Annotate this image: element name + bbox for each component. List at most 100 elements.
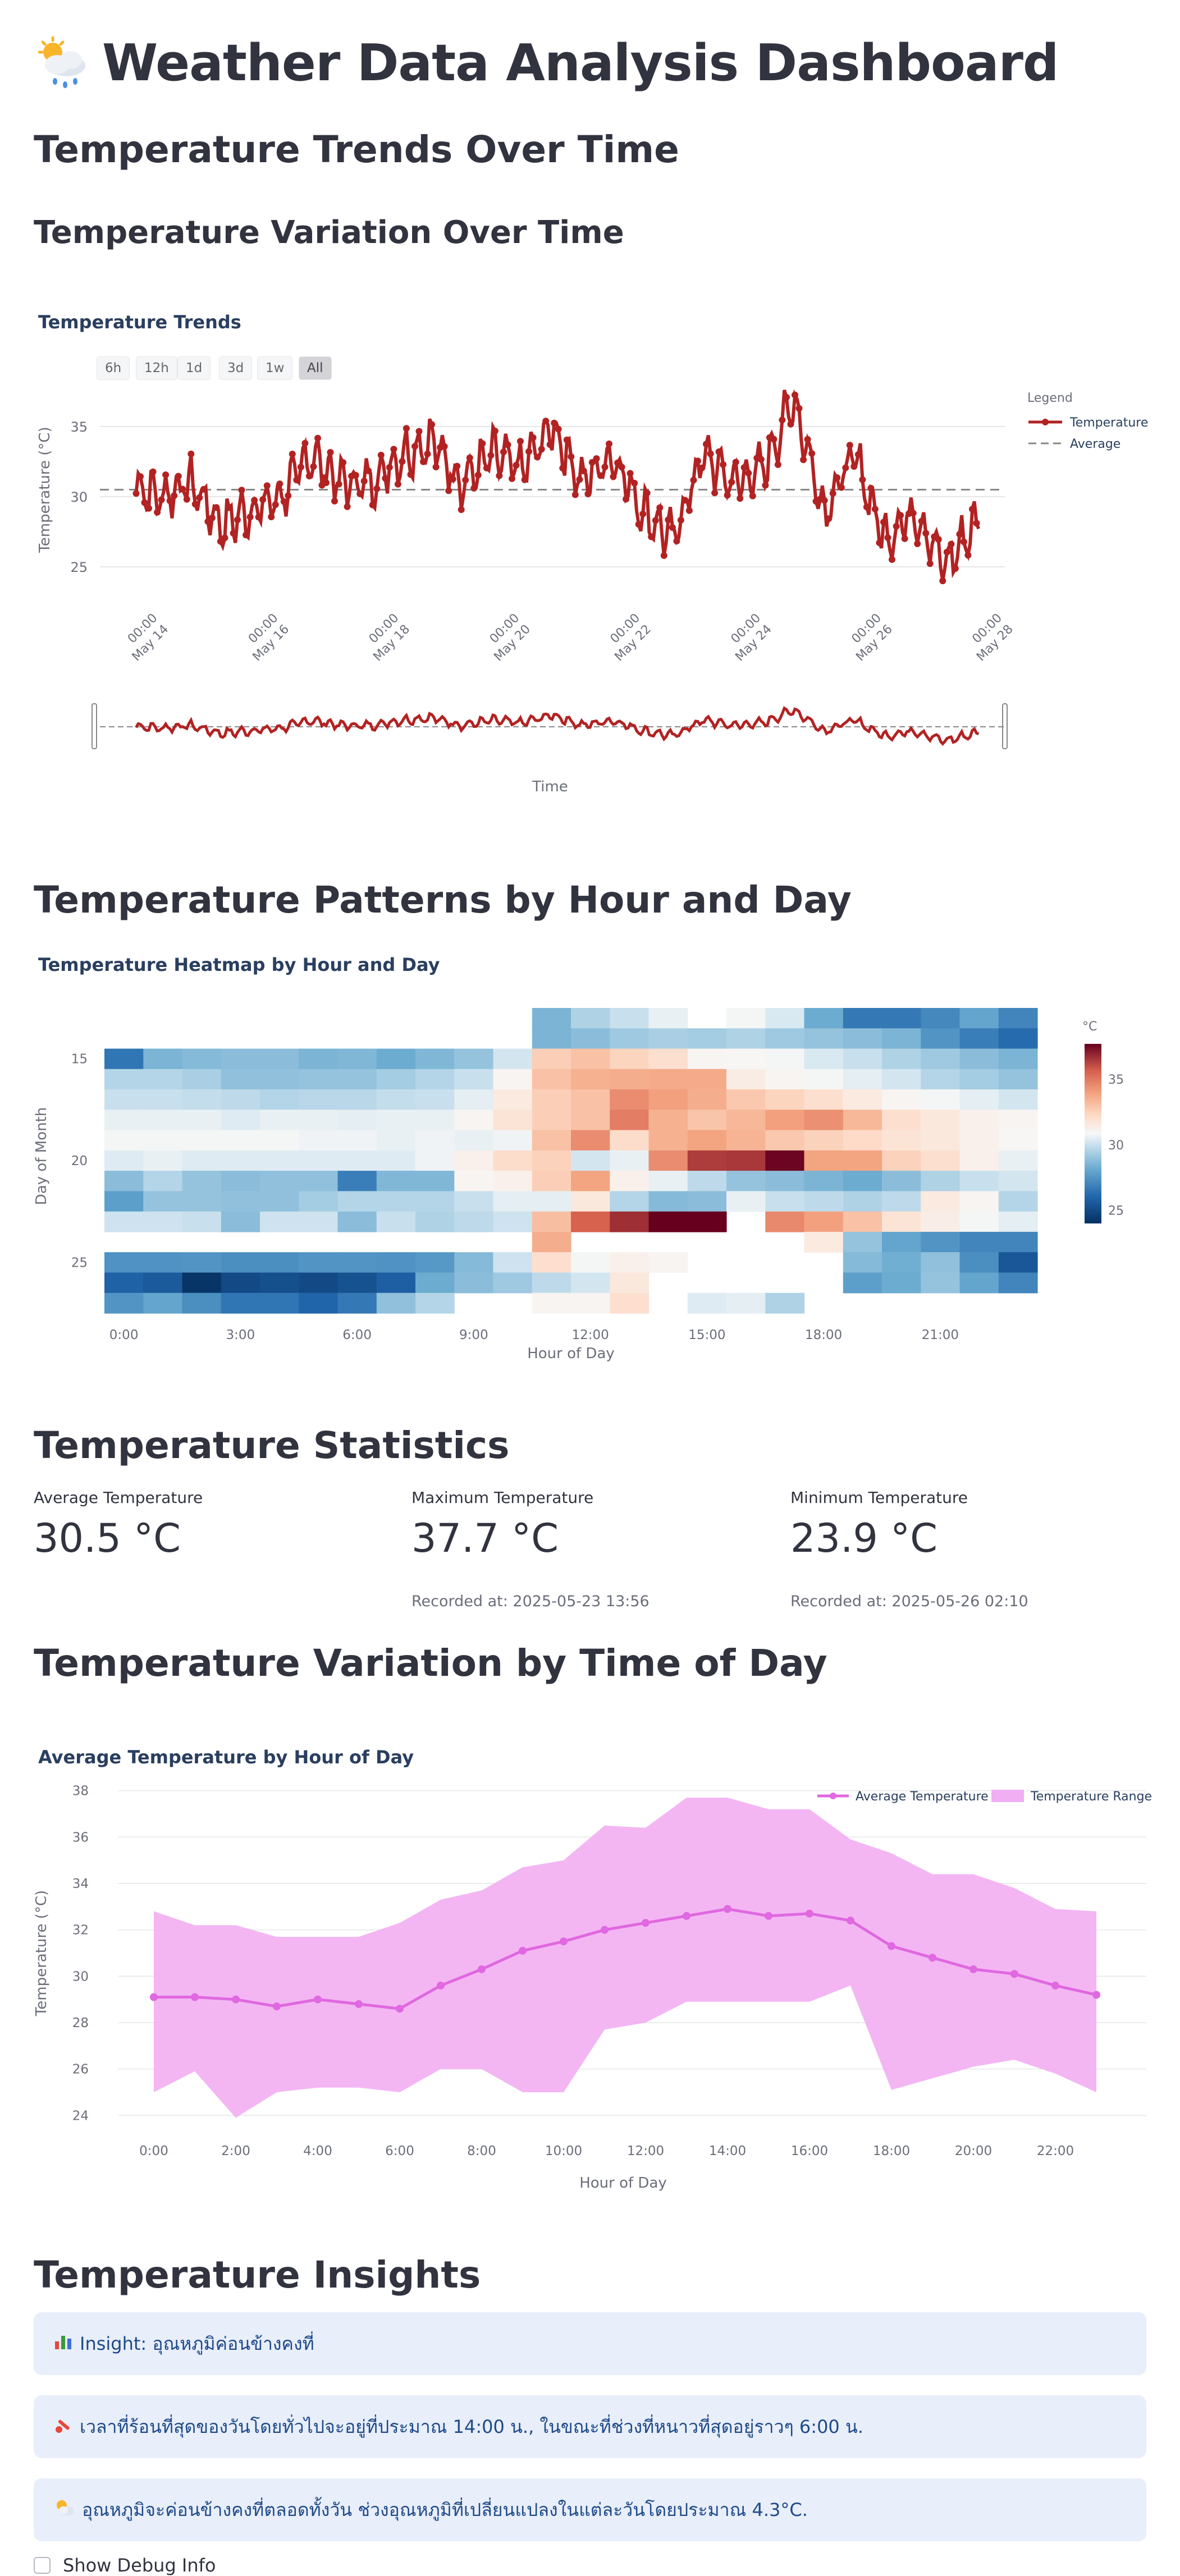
heatmap-cell (143, 1191, 183, 1212)
heatmap-cell (493, 1130, 533, 1151)
heatmap-cell (959, 1008, 999, 1029)
x-tick-label: 2:00 (221, 2144, 250, 2158)
debug-checkbox[interactable] (34, 2557, 51, 2574)
heatmap-cell (726, 1089, 766, 1110)
temperature-point (737, 495, 744, 502)
temperature-point (360, 478, 368, 485)
temperature-point (183, 496, 190, 503)
heatmap-cell (182, 1048, 222, 1070)
insight-text: Insight: อุณหภูมิค่อนข้างคงที่ (80, 2332, 314, 2354)
heatmap-cell (687, 1191, 727, 1212)
x-tick-label: 15:00 (688, 1328, 725, 1342)
temperature-point (132, 490, 140, 497)
debug-toggle[interactable]: Show Debug Info (34, 2555, 216, 2576)
temperature-point (352, 471, 359, 479)
heatmap-cell (415, 1048, 455, 1070)
heatmap-cell (376, 1272, 416, 1294)
heatmap-cell (998, 1252, 1038, 1273)
heatmap-cell (765, 1130, 805, 1151)
heatmap-cell (921, 1008, 961, 1029)
range-button-6h[interactable]: 6h (97, 356, 130, 380)
temperature-point (673, 538, 680, 545)
temperature-point (454, 462, 461, 470)
heatmap-cell (882, 1231, 921, 1253)
heatmap-cell (648, 1130, 688, 1151)
legend-title: Legend (1027, 391, 1073, 405)
heatmap-cell (765, 1048, 805, 1070)
heatmap-cell (610, 1048, 650, 1070)
heatmap-cell (376, 1252, 416, 1273)
heatmap-cell (337, 1130, 377, 1151)
temperature-point (593, 455, 600, 462)
insight-text: เวลาที่ร้อนที่สุดของวันโดยทั่วไปจะอยู่ที… (80, 2415, 863, 2437)
temperature-point (462, 476, 469, 484)
heatmap-cell (687, 1069, 727, 1090)
temperature-point (331, 497, 338, 505)
heatmap-cell (843, 1150, 882, 1171)
temperature-point (525, 448, 533, 455)
temperature-point (483, 465, 490, 471)
metric-minimum-value: 23.9 °C (790, 1515, 937, 1561)
hourly-temperature-chart[interactable]: 38 36 34 32 30 28 26 24 Temperature (°C) 0:00 2:00… (0, 1779, 1180, 2192)
average-temperature-point (1092, 1991, 1100, 1999)
range-button-12h[interactable]: 12h (136, 356, 177, 380)
heatmap-cell (221, 1048, 260, 1070)
x-tick-label: 16:00 (791, 2144, 828, 2158)
range-button-1w[interactable]: 1w (257, 356, 293, 380)
temperature-point (876, 539, 883, 547)
temperature-point (297, 464, 304, 471)
heatmap-cell (299, 1252, 339, 1273)
heatmap-cell (454, 1110, 494, 1131)
temperature-point (584, 491, 592, 498)
heatmap-cell (337, 1171, 377, 1191)
x-tick-label: 0:00 (109, 1328, 139, 1342)
temperature-point (521, 476, 528, 483)
heatmap-cell (299, 1130, 339, 1151)
temperature-point (935, 536, 942, 543)
heatmap-cell (882, 1008, 921, 1029)
heatmap-cell (882, 1069, 921, 1090)
temperature-point (154, 508, 161, 516)
temperature-point (432, 464, 440, 471)
heatmap-cell (804, 1008, 844, 1029)
temperature-point (829, 490, 836, 497)
heatmap-cell (376, 1069, 416, 1090)
heatmap-cell (221, 1272, 260, 1294)
range-button-All[interactable]: All (299, 356, 332, 380)
range-slider-handle-left[interactable] (92, 703, 97, 749)
heatmap-cell (726, 1191, 766, 1212)
heatmap-cell (610, 1150, 650, 1171)
heatmap-cell (610, 1069, 650, 1090)
colorbar (1085, 1044, 1101, 1223)
y-tick-label: 34 (72, 1877, 89, 1891)
range-button-1d[interactable]: 1d (177, 356, 211, 380)
temperature-point (774, 461, 781, 468)
temperature-heatmap[interactable]: 0:00 3:00 6:00 9:00 12:00 15:00 18:00 21:00 15 20… (0, 988, 1180, 1369)
temperature-point (800, 456, 807, 464)
temperature-point (474, 471, 482, 479)
temperature-point (720, 461, 727, 468)
range-button-3d[interactable]: 3d (219, 356, 253, 380)
heatmap-cell (648, 1008, 688, 1029)
heatmap-cell (143, 1211, 183, 1232)
heatmap-cell (804, 1089, 844, 1110)
heatmap-cell (687, 1171, 727, 1191)
temperature-point (571, 491, 579, 498)
temperature-range-band (154, 1798, 1096, 2118)
temperature-point (285, 492, 292, 499)
heatmap-cell (687, 1048, 727, 1070)
temperature-point (665, 516, 672, 524)
heatmap-cell (532, 1028, 571, 1049)
temperature-point (149, 468, 157, 475)
average-temperature-point (601, 1926, 609, 1934)
heatmap-cell (610, 1292, 650, 1314)
heatmap-cell (610, 1272, 650, 1294)
y-tick-label: 25 (71, 1255, 88, 1270)
heatmap-cell (182, 1110, 222, 1131)
heatmap-cell (921, 1191, 961, 1212)
heatmap-cell (765, 1292, 805, 1314)
heatmap-cell (571, 1069, 610, 1090)
